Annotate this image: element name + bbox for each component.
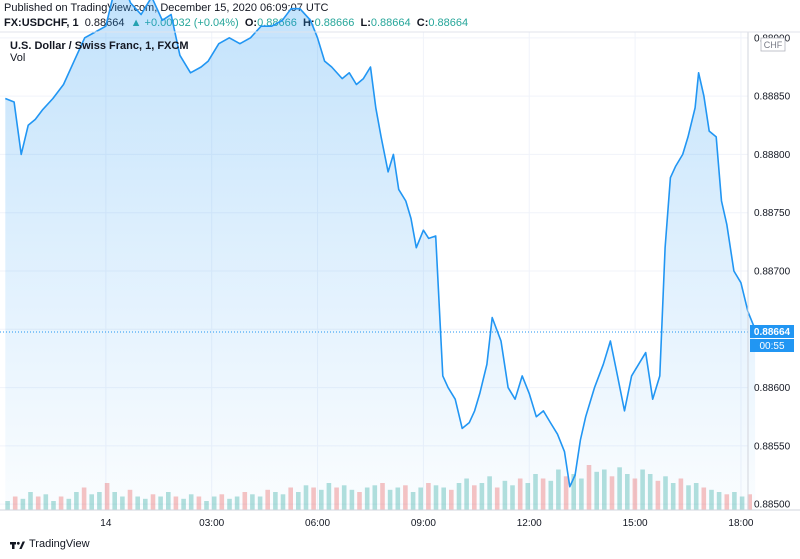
price-line (5, 0, 756, 488)
y-tick-label: 0.88750 (754, 208, 791, 219)
x-tick-label: 18:00 (728, 518, 753, 529)
last-price-badge (750, 325, 794, 338)
tradingview-logo-icon (10, 541, 25, 549)
tradingview-brand[interactable]: TradingView (10, 538, 90, 550)
low-value: 0.88664 (370, 17, 411, 29)
last-price-badge-text: 0.88664 (754, 327, 791, 338)
y-tick-label: 0.88700 (754, 267, 791, 278)
y-tick-label: 0.88500 (754, 500, 791, 511)
currency-box (760, 37, 786, 52)
countdown-badge (750, 339, 794, 352)
countdown-text: 00:55 (759, 341, 784, 352)
time-axis[interactable]: 14 03:00 06:00 09:00 12:00 15:00 18:00 (100, 518, 754, 529)
low-label: L: (360, 17, 371, 29)
x-tick-label: 09:00 (411, 518, 436, 529)
published-note: Published on TradingView.com, December 1… (4, 2, 329, 14)
currency-label: CHF (764, 40, 783, 50)
price-axis[interactable]: 0.885000.885500.886000.886500.887000.887… (754, 33, 791, 510)
x-tick-label: 06:00 (305, 518, 330, 529)
symbol-label[interactable]: FX:USDCHF, 1 (4, 17, 79, 29)
price-area-fill (5, 0, 756, 510)
y-tick-label: 0.88600 (754, 383, 791, 394)
volume-label: Vol (10, 52, 25, 64)
chart-title: U.S. Dollar / Swiss Franc, 1, FXCM (10, 40, 189, 52)
open-label: O: (244, 17, 258, 29)
y-tick-label: 0.88550 (754, 441, 791, 452)
brand-name: TradingView (29, 538, 90, 550)
x-tick-label: 03:00 (199, 518, 224, 529)
x-tick-label: 15:00 (623, 518, 648, 529)
close-label: C: (416, 17, 429, 29)
x-tick-label: 12:00 (517, 518, 542, 529)
high-value: 0.88666 (314, 17, 355, 29)
close-value: 0.88664 (428, 17, 469, 29)
y-tick-label: 0.88800 (754, 150, 791, 161)
x-tick-label: 14 (100, 518, 112, 529)
y-tick-label: 0.88850 (754, 92, 791, 103)
